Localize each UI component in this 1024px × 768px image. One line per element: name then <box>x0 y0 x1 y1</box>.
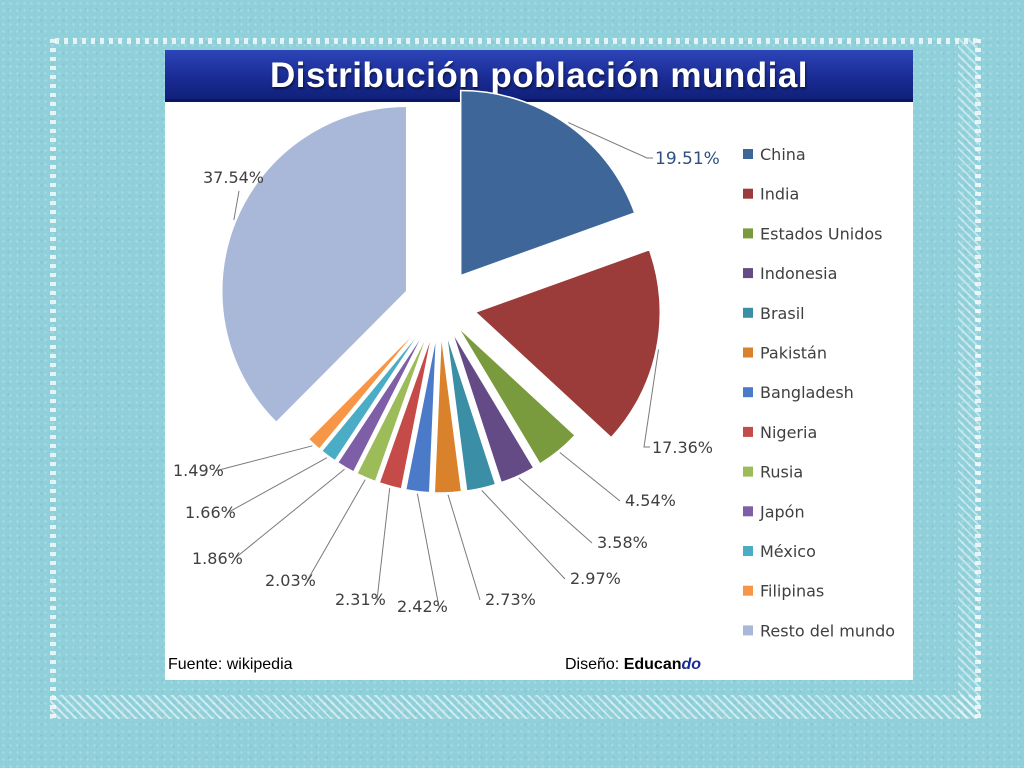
legend-swatch <box>743 585 753 596</box>
legend-swatch <box>743 149 753 159</box>
stitch-border-left <box>50 38 56 718</box>
leader-line <box>233 468 345 560</box>
legend-label: Filipinas <box>760 582 824 601</box>
pie-slice-bangladesh <box>404 332 438 494</box>
design-credit: Diseño: Educando <box>565 656 701 674</box>
legend-swatch <box>743 546 753 556</box>
brand-main: Educan <box>623 656 682 673</box>
pie-slice-japón <box>336 328 427 474</box>
data-label: 2.03% <box>265 571 316 590</box>
pie-slice-estados-unidos <box>457 326 577 466</box>
leader-line <box>416 493 440 608</box>
legend-label: Rusia <box>760 463 803 482</box>
data-label: 4.54% <box>625 491 676 510</box>
leader-line <box>559 452 621 502</box>
leader-line <box>447 494 481 601</box>
legend-swatch <box>743 307 753 318</box>
legend-swatch <box>743 268 753 279</box>
legend-label: Pakistán <box>760 344 827 363</box>
legend-swatch <box>743 466 753 477</box>
stitch-border-top <box>55 38 975 44</box>
pie-slice-pakistán <box>433 332 463 494</box>
legend-label: India <box>760 185 799 204</box>
data-label: 2.31% <box>335 590 386 609</box>
data-label: 2.42% <box>397 597 448 616</box>
legend-label: México <box>760 542 816 561</box>
pie-slice-rusia <box>355 330 430 483</box>
legend-label: China <box>760 145 806 164</box>
source-note: Fuente: wikipedia <box>168 656 293 673</box>
legend-swatch <box>743 426 753 437</box>
pie-slice-china <box>459 89 636 277</box>
leader-line <box>233 190 240 221</box>
data-label: 1.66% <box>185 503 236 522</box>
legend-label: Resto del mundo <box>760 621 895 640</box>
legend-swatch <box>743 347 753 358</box>
stitch-border-right <box>975 38 981 718</box>
legend-label: Estados Unidos <box>760 224 882 243</box>
brand-logo: Educando <box>624 656 701 673</box>
chart-title: Distribución población mundial <box>269 56 809 95</box>
data-label: 1.49% <box>173 461 224 480</box>
legend-label: Bangladesh <box>760 383 854 402</box>
legend-swatch <box>743 625 753 636</box>
data-label: 2.97% <box>570 569 621 588</box>
legend-swatch <box>743 506 753 517</box>
leader-line <box>226 457 328 514</box>
pie-slice-filipinas <box>307 325 422 451</box>
pie-slice-brasil <box>445 332 497 492</box>
pie-slice-méxico <box>320 327 424 462</box>
brand-accent: do <box>681 656 702 673</box>
data-label: 1.86% <box>192 549 243 568</box>
pie-slice-india <box>473 248 661 439</box>
data-label: 17.36% <box>652 438 713 457</box>
title-bar: Distribución población mundial <box>165 50 913 102</box>
decorative-hatch-bottom <box>50 695 980 719</box>
leader-line <box>568 122 653 159</box>
legend-label: Nigeria <box>760 423 817 442</box>
legend-swatch <box>743 188 753 199</box>
leader-line <box>481 490 566 580</box>
pie-chart: 19.51% 17.36% 4.54% 3.58% 2.97% 2.73% 2.42% 2.3… <box>173 89 895 640</box>
leader-line <box>214 445 313 472</box>
chart-card: Distribución población mundial 19.51% 17.… <box>165 50 913 680</box>
leader-line <box>376 488 391 601</box>
legend-label: Indonesia <box>760 264 837 283</box>
decorative-hatch-right <box>958 38 980 718</box>
pie-slice-resto-del-mundo <box>220 105 408 424</box>
legend-label: Brasil <box>760 304 805 323</box>
leader-line <box>306 479 366 582</box>
leader-line <box>518 477 593 544</box>
data-label: 19.51% <box>655 149 720 169</box>
legend-label: Japón <box>759 502 805 521</box>
data-label: 37.54% <box>203 168 264 187</box>
legend-swatch <box>743 228 753 239</box>
legend-swatch <box>743 387 753 398</box>
data-label: 3.58% <box>597 533 648 552</box>
data-label: 2.73% <box>485 590 536 609</box>
leader-line <box>643 349 660 448</box>
pie-slice-indonesia <box>450 330 535 484</box>
design-label: Diseño: <box>565 656 620 673</box>
pie-slice-nigeria <box>378 331 434 490</box>
